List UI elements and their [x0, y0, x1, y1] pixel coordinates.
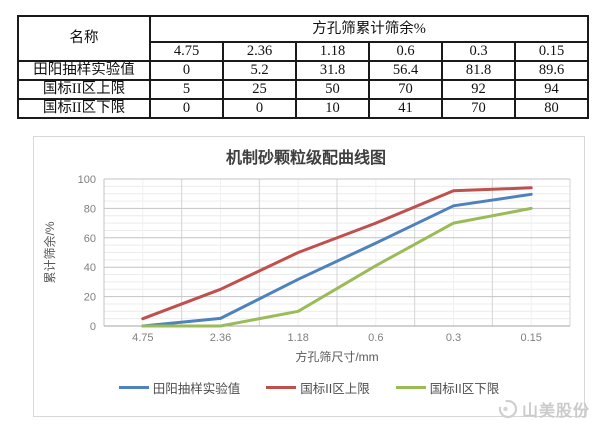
gradation-chart-plot: 0 20 40 60 80 100 4.75 2.36 1.18 0.6 0.3 0.15 方孔筛尺寸/…: [42, 148, 571, 364]
series-line-2: [141, 206, 533, 328]
y-tick-label: 40: [84, 262, 96, 274]
y-tick-label: 100: [78, 174, 96, 186]
chart-legend: 田阳抽样实验值 国标II区上限 国标II区下限: [34, 378, 584, 397]
table-size-header-5: 0.15: [513, 41, 590, 62]
series-line-1: [141, 186, 533, 321]
shanmei-logo-icon: [498, 399, 518, 419]
x-tick-label: 0.15: [520, 332, 541, 344]
legend-swatch-0: [118, 386, 149, 389]
y-tick-label: 0: [90, 321, 96, 333]
y-axis-title: 累计筛余/%: [42, 221, 57, 283]
table-size-header-1: 2.36: [222, 41, 297, 62]
table-cell: 10: [295, 97, 370, 119]
table-header-name: 名称: [17, 15, 151, 62]
watermark-text: 山美股份: [522, 403, 591, 420]
legend-swatch-2: [395, 386, 426, 389]
sieve-residue-table: 名称 方孔筛累计筛余% 4.75 2.36 1.18 0.6 0.3 0.15 田阳抽样实…: [17, 15, 590, 119]
table-row-0: 田阳抽样实验值 0 5.2 31.8 56.4 81.8 89.6: [17, 59, 590, 81]
table-cell: 0: [149, 97, 224, 119]
x-tick-label: 0.6: [368, 332, 383, 344]
y-tick-label: 60: [84, 233, 96, 245]
table-cell: 41: [368, 97, 443, 119]
legend-item-1: 国标II区上限: [266, 378, 370, 397]
table-size-header-2: 1.18: [295, 41, 370, 62]
table-cell: 50: [295, 78, 370, 100]
legend-label-1: 国标II区上限: [300, 382, 370, 396]
legend-label-2: 国标II区下限: [429, 382, 500, 396]
table-cell: 92: [441, 78, 516, 100]
table-cell: 31.8: [295, 59, 370, 81]
gradation-chart: 0 20 40 60 80 100 4.75 2.36 1.18 0.6 0.3 0.15 方孔筛尺寸/…: [33, 136, 585, 417]
table-cell: 5: [149, 78, 224, 100]
table-size-header-3: 0.6: [368, 41, 443, 62]
table-size-header-4: 0.3: [441, 41, 516, 62]
table-row-2: 国标II区下限 0 0 10 41 70 80: [17, 97, 590, 119]
table-cell: 94: [513, 78, 590, 100]
x-tick-label: 2.36: [210, 332, 231, 344]
table-cell: 89.6: [513, 59, 590, 81]
x-tick-label: 4.75: [132, 332, 153, 344]
table-cell: 0: [149, 59, 224, 81]
table-row-1: 国标II区上限 5 25 50 70 92 94: [17, 78, 590, 100]
chart-title: 机制砂颗粒级配曲线图: [226, 148, 386, 167]
legend-item-0: 田阳抽样实验值: [118, 378, 241, 397]
table-cell: 80: [513, 97, 590, 119]
table-row-label: 田阳抽样实验值: [17, 59, 151, 81]
table-cell: 5.2: [222, 59, 297, 81]
watermark: 山美股份: [497, 397, 590, 421]
y-tick-label: 80: [84, 203, 96, 215]
legend-item-2: 国标II区下限: [395, 378, 500, 397]
table-row-label: 国标II区下限: [17, 97, 151, 119]
x-tick-label: 0.3: [446, 332, 461, 344]
legend-swatch-1: [266, 386, 297, 389]
y-tick-label: 20: [84, 292, 96, 304]
table-cell: 70: [368, 78, 443, 100]
legend-label-0: 田阳抽样实验值: [152, 382, 241, 396]
x-axis-title: 方孔筛尺寸/mm: [295, 349, 378, 364]
table-cell: 70: [441, 97, 516, 119]
table-header-group: 方孔筛累计筛余%: [148, 15, 590, 43]
series-line-0: [141, 192, 533, 328]
x-tick-label: 1.18: [287, 332, 308, 344]
table-cell: 25: [222, 78, 297, 100]
table-size-header-0: 4.75: [149, 41, 224, 62]
table-cell: 81.8: [441, 59, 516, 81]
table-cell: 0: [222, 97, 297, 119]
table-cell: 56.4: [368, 59, 443, 81]
table-row-label: 国标II区上限: [17, 78, 151, 100]
